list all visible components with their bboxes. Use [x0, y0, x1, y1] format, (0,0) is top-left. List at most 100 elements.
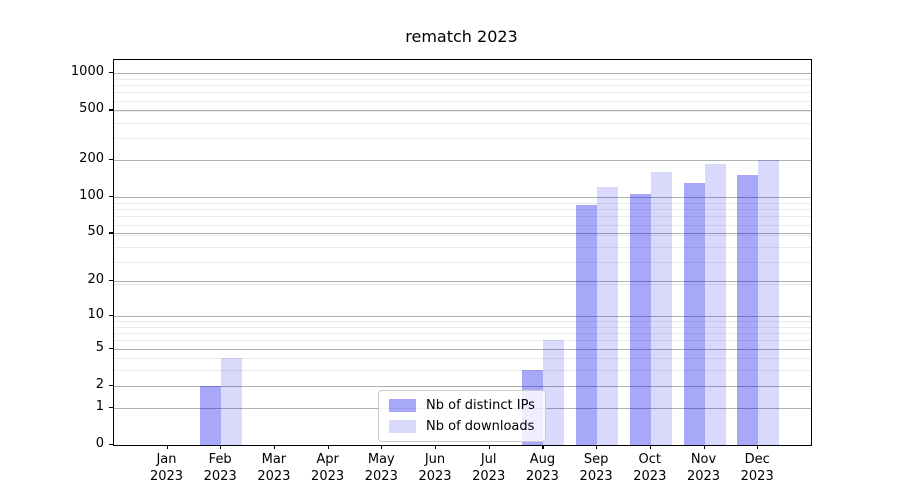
y-tick-mark — [109, 232, 113, 234]
minor-gridline — [114, 202, 811, 204]
bar-distinct-ips-feb — [200, 385, 222, 445]
x-tick-mark — [273, 445, 276, 449]
y-tick-mark — [109, 444, 113, 446]
bar-downloads-dec — [758, 159, 780, 445]
minor-gridline — [114, 326, 811, 328]
x-tick-year: 2023 — [257, 468, 291, 484]
plot-area: Nb of distinct IPs Nb of downloads — [113, 59, 812, 446]
minor-gridline — [114, 122, 811, 124]
minor-gridline — [114, 78, 811, 80]
x-tick-mark — [381, 445, 383, 449]
x-tick-mark — [542, 445, 544, 449]
y-tick-label: 5 — [95, 339, 104, 355]
bar-distinct-ips-sep — [576, 205, 598, 445]
legend-swatch-downloads-icon — [389, 420, 416, 433]
x-tick-label: May 2023 — [349, 452, 413, 485]
y-tick-label: 200 — [79, 150, 104, 166]
bar-distinct-ips-nov — [683, 182, 705, 445]
y-tick-label: 10 — [87, 307, 104, 322]
bar-downloads-feb — [221, 358, 243, 445]
x-tick-year: 2023 — [472, 468, 506, 484]
x-tick-label: Feb 2023 — [188, 452, 252, 485]
legend-item-downloads: Nb of downloads — [389, 419, 535, 434]
minor-gridline — [114, 234, 811, 236]
minor-gridline — [114, 92, 811, 94]
minor-gridline — [114, 138, 811, 139]
chart-title: rematch 2023 — [405, 27, 518, 46]
y-tick-label: 500 — [79, 101, 104, 117]
legend-label-downloads: Nb of downloads — [426, 419, 535, 434]
minor-gridline — [114, 262, 811, 263]
x-tick-year: 2023 — [203, 468, 237, 484]
x-tick-label: Mar 2023 — [242, 452, 306, 485]
major-gridline — [114, 110, 811, 112]
minor-gridline — [114, 216, 811, 218]
x-tick-label: Oct 2023 — [618, 452, 682, 485]
x-tick-year: 2023 — [418, 468, 452, 484]
x-tick-year: 2023 — [633, 468, 667, 484]
x-tick-mark — [649, 445, 651, 449]
x-tick-year: 2023 — [525, 468, 559, 484]
y-tick-mark — [109, 72, 113, 74]
y-tick-label: 20 — [87, 272, 104, 288]
minor-gridline — [114, 209, 811, 211]
x-tick-mark — [327, 445, 329, 449]
x-tick-year: 2023 — [364, 468, 398, 484]
y-tick-mark — [109, 109, 113, 111]
x-tick-year: 2023 — [579, 468, 613, 484]
legend-item-distinct-ips: Nb of distinct IPs — [389, 398, 535, 413]
major-gridline — [114, 281, 811, 283]
bar-downloads-sep — [597, 186, 619, 445]
major-gridline — [114, 196, 811, 198]
y-tick-label: 1 — [95, 398, 104, 414]
minor-gridline — [114, 100, 811, 102]
x-tick-mark — [757, 445, 759, 449]
y-tick-mark — [109, 280, 113, 282]
legend: Nb of distinct IPs Nb of downloads — [378, 390, 546, 442]
y-tick-label: 2 — [95, 376, 104, 392]
x-tick-label: Sep 2023 — [564, 452, 628, 485]
minor-gridline — [114, 370, 811, 372]
y-tick-mark — [109, 315, 113, 317]
minor-gridline — [114, 283, 811, 285]
bar-downloads-aug — [543, 340, 565, 445]
x-tick-year: 2023 — [149, 468, 184, 484]
x-tick-label: Jul 2023 — [457, 452, 521, 485]
major-gridline — [114, 73, 811, 75]
minor-gridline — [114, 340, 811, 342]
x-tick-label: Nov 2023 — [672, 452, 736, 485]
legend-swatch-distinct-ips-icon — [389, 399, 416, 412]
minor-gridline — [114, 246, 811, 248]
x-tick-mark — [166, 445, 168, 449]
minor-gridline — [114, 197, 811, 199]
y-tick-mark — [109, 347, 113, 349]
x-tick-mark — [435, 445, 437, 449]
y-tick-mark — [109, 195, 113, 197]
x-tick-label: Apr 2023 — [296, 452, 360, 485]
minor-gridline — [114, 358, 811, 360]
minor-gridline — [114, 321, 811, 323]
minor-gridline — [114, 224, 811, 226]
minor-gridline — [114, 85, 811, 87]
y-tick-label: 1000 — [70, 64, 104, 80]
legend-label-distinct-ips: Nb of distinct IPs — [426, 398, 535, 413]
major-gridline — [114, 348, 811, 350]
x-tick-mark — [703, 445, 705, 449]
bar-distinct-ips-dec — [737, 175, 759, 445]
bar-distinct-ips-oct — [629, 194, 651, 445]
y-tick-mark — [109, 406, 113, 408]
x-tick-mark — [488, 445, 490, 449]
major-gridline — [114, 159, 811, 161]
x-tick-label: Jun 2023 — [403, 452, 467, 485]
bar-downloads-nov — [704, 163, 726, 445]
y-tick-mark — [109, 384, 113, 387]
x-tick-year: 2023 — [686, 468, 721, 484]
minor-gridline — [114, 333, 811, 335]
y-tick-label: 0 — [95, 436, 104, 451]
major-gridline — [114, 233, 811, 235]
bar-downloads-oct — [650, 171, 672, 445]
x-tick-mark — [220, 445, 222, 449]
x-tick-label: Jan 2023 — [135, 452, 199, 485]
major-gridline — [114, 385, 811, 387]
